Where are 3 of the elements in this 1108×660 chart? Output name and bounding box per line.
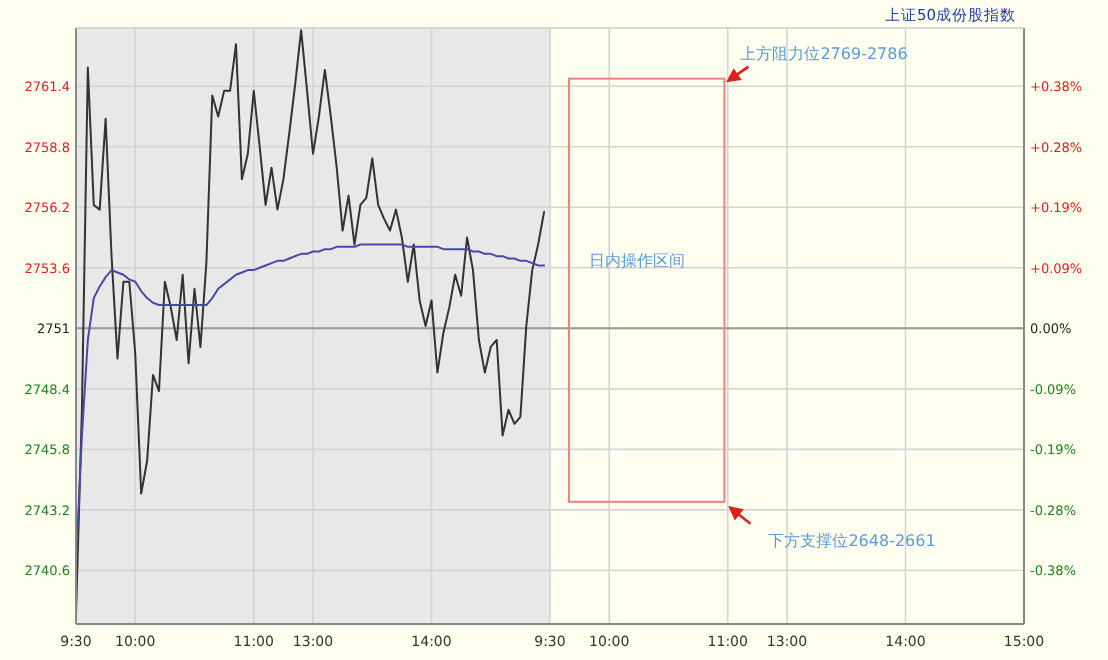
annotation: 下方支撑位2648-2661 <box>768 531 936 550</box>
annotation: 日内操作区间 <box>588 252 685 271</box>
annotation: 上方阻力位2769-2786 <box>740 44 908 63</box>
